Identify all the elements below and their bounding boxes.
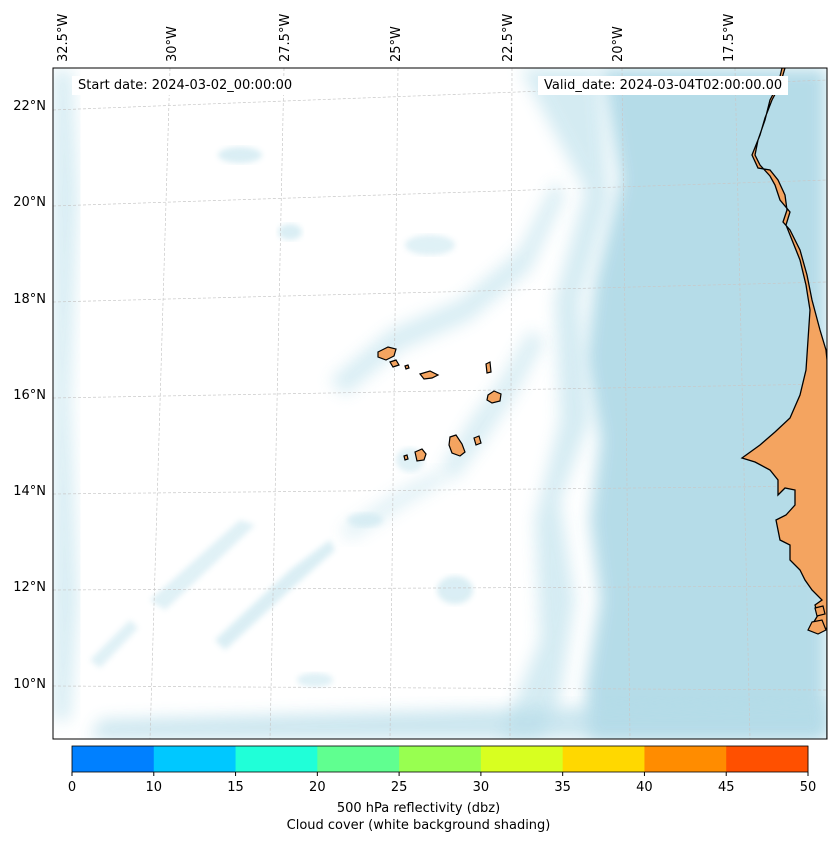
lon-label: 22.5°W [501,14,516,62]
lon-label: 32.5°W [56,14,71,62]
coast-detail [807,619,827,635]
cloud-cover-shading [53,68,827,739]
lon-label: 20°W [611,26,626,62]
lat-label: 14°N [13,484,46,499]
lon-label: 17.5°W [722,14,737,62]
colorbar-label-reflectivity: 500 hPa reflectivity (dbz) [336,801,501,816]
lat-label: 18°N [13,292,46,307]
island-fogo [414,448,427,462]
colorbar-cell [399,746,482,772]
island-boa-vista [486,390,502,404]
island-santo-antao [377,346,397,361]
colorbar-cell [235,746,318,772]
lat-label: 10°N [13,677,46,692]
colorbar: 0 10 15 20 25 30 35 40 45 50 [68,745,817,795]
colorbar-tick-label: 40 [636,780,653,795]
gridlines [53,68,827,739]
island-santiago [448,434,466,457]
colorbar-cell [562,746,645,772]
lon-label: 25°W [389,26,404,62]
colorbar-label-cloud-cover: Cloud cover (white background shading) [286,818,551,833]
map-frame [52,67,828,740]
coast-detail [814,605,826,617]
africa-land [740,68,827,739]
lat-label: 20°N [13,195,46,210]
colorbar-cell [726,746,809,772]
colorbar-cell [644,746,727,772]
start-date-label: Start date: 2024-03-02_00:00:00 [72,76,299,95]
longitude-labels: 32.5°W 30°W 27.5°W 25°W 22.5°W 20°W 17.5… [56,14,737,62]
island-sao-nicolau [418,370,440,380]
valid-date-label: Valid_date: 2024-03-04T02:00:00.00 [538,76,789,95]
colorbar-tick-label: 45 [718,780,735,795]
island-brava [403,454,409,461]
colorbar-cell [480,746,564,772]
lon-label: 30°W [165,26,180,62]
island-sal [485,361,492,374]
lat-label: 12°N [13,580,46,595]
colorbar-tick-label: 25 [391,780,408,795]
island-maio [473,435,482,446]
colorbar-frame [71,745,809,773]
colorbar-tick-label: 30 [473,780,490,795]
colorbar-tick-label: 0 [68,780,76,795]
lat-label: 22°N [13,99,46,114]
cape-verde-islands [377,346,502,462]
latitude-labels: 22°N 20°N 18°N 16°N 14°N 12°N 10°N [13,99,46,692]
colorbar-cell [153,746,237,772]
map-content [53,68,827,739]
island-santa-luzia [404,364,410,370]
colorbar-tick-label: 20 [309,780,326,795]
lat-label: 16°N [13,388,46,403]
colorbar-tick-label: 35 [554,780,571,795]
island-sao-vicente [389,359,400,368]
colorbar-cell [72,746,155,772]
colorbar-tick-label: 10 [146,780,163,795]
colorbar-cell [317,746,400,772]
colorbar-tick-label: 15 [227,780,244,795]
colorbar-tick-label: 50 [800,780,817,795]
lon-label: 27.5°W [278,14,293,62]
